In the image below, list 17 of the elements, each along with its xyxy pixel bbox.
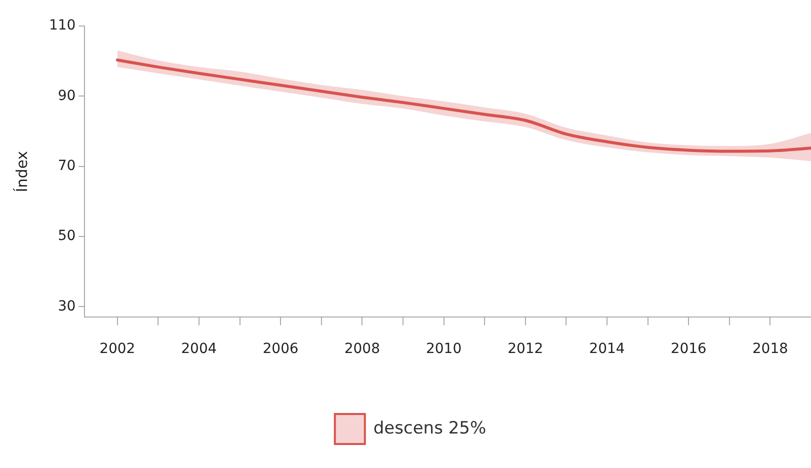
x-tick-label: 2012 xyxy=(508,341,544,358)
x-tick-label: 2002 xyxy=(100,341,136,358)
y-tick-label: 30 xyxy=(58,298,76,314)
y-tick-label: 50 xyxy=(58,228,76,244)
y-tick-label: 70 xyxy=(58,158,76,174)
x-tick-label: 2008 xyxy=(344,341,380,358)
x-tick-label: 2006 xyxy=(262,341,298,358)
x-tick-label: 2004 xyxy=(181,341,217,358)
x-tick-label: 2018 xyxy=(752,341,788,358)
y-tick-label: 90 xyxy=(58,88,76,104)
legend-label: descens 25% xyxy=(373,418,486,438)
x-tick-label: 2014 xyxy=(589,341,625,358)
x-tick-label: 2010 xyxy=(426,341,462,358)
y-tick-label: 110 xyxy=(48,18,76,34)
x-tick-label: 2016 xyxy=(670,341,706,358)
y-axis-title: Índex xyxy=(12,150,31,192)
line-series xyxy=(116,58,811,153)
